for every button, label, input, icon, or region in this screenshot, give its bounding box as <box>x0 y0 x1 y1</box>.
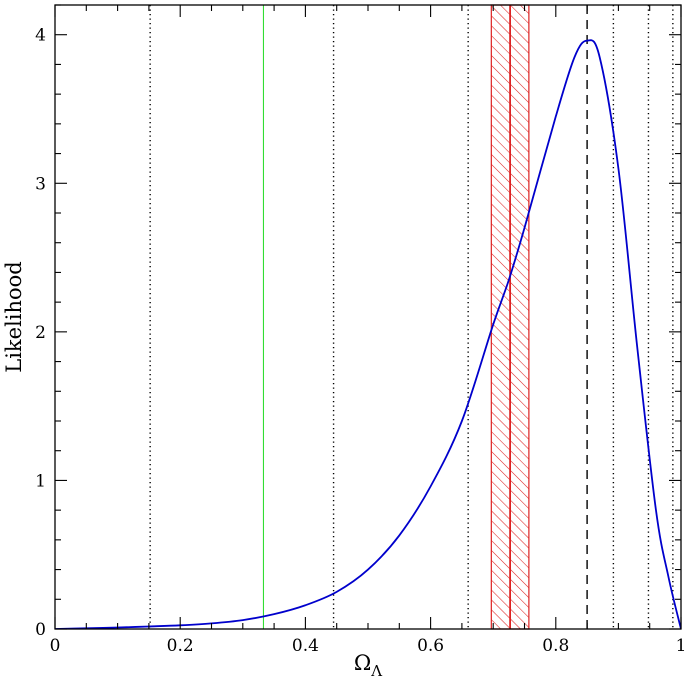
x-axis-subscript: Λ <box>370 662 382 680</box>
y-tick-label: 3 <box>35 174 46 194</box>
x-tick-label: 0.8 <box>542 636 569 656</box>
likelihood-curve <box>55 39 681 629</box>
x-tick-label: 0 <box>50 636 61 656</box>
x-axis-title: ΩΛ <box>354 651 382 680</box>
ticks-layer <box>54 4 682 630</box>
x-tick-label: 0.6 <box>417 636 444 656</box>
y-tick-label: 4 <box>35 26 46 46</box>
y-axis-title: Likelihood <box>2 261 26 373</box>
reference-lines-layer <box>149 5 674 629</box>
tick-labels-layer: 0 0.2 0.4 0.6 0.8 1 0 1 2 3 4 <box>35 26 686 656</box>
x-axis-symbol: Ω <box>354 651 371 675</box>
x-tick-label: 1 <box>676 636 686 656</box>
y-tick-label: 1 <box>35 471 46 491</box>
y-tick-label: 2 <box>35 323 46 343</box>
y-tick-label: 0 <box>35 620 46 640</box>
series-layer <box>55 39 681 629</box>
x-tick-label: 0.4 <box>292 636 319 656</box>
x-tick-label: 0.2 <box>167 636 194 656</box>
